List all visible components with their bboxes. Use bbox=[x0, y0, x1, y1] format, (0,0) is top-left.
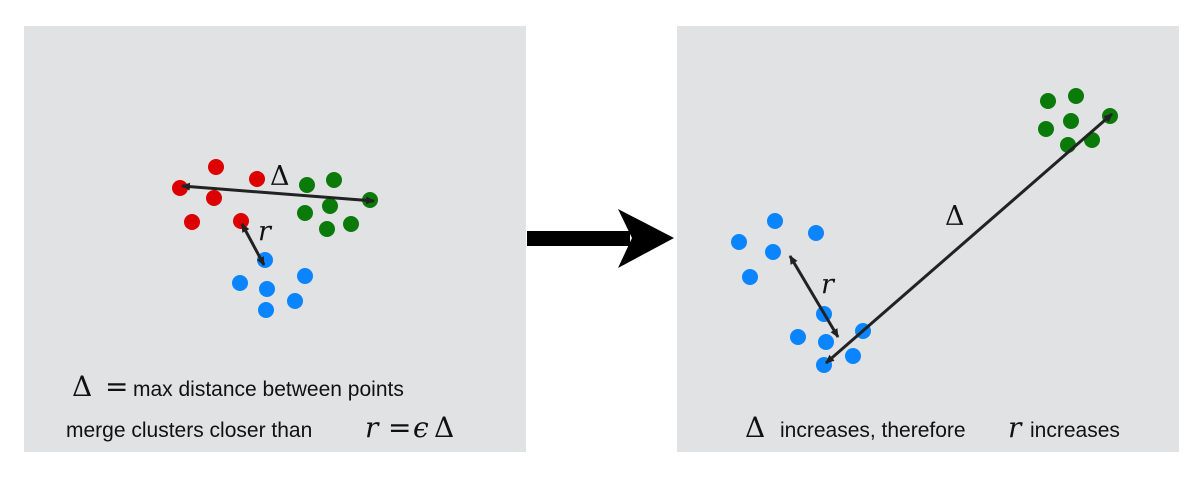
red-point bbox=[184, 214, 200, 230]
green-point bbox=[322, 198, 338, 214]
caption-line: Δ increases, therefore r increases bbox=[745, 411, 1120, 444]
caption-text-1: max distance between points bbox=[133, 378, 404, 401]
blue-point bbox=[287, 293, 303, 309]
blue-point bbox=[259, 281, 275, 297]
left-panel: Δ r Δ = max distance between points merg… bbox=[24, 26, 526, 452]
blue-point bbox=[818, 334, 834, 350]
blue-point bbox=[765, 244, 781, 260]
right-panel: Δ r Δ increases, therefore r increases bbox=[677, 26, 1179, 452]
delta-label: Δ bbox=[945, 201, 965, 232]
blue-point bbox=[742, 269, 758, 285]
caption-text-2: increases bbox=[1030, 419, 1120, 442]
caption-delta: Δ bbox=[72, 370, 92, 403]
delta-arrow bbox=[825, 112, 1113, 365]
caption-text-2: merge clusters closer than bbox=[66, 419, 312, 442]
caption-equals: = bbox=[105, 370, 128, 403]
caption-r: r bbox=[365, 411, 380, 444]
right-arrow-icon bbox=[527, 209, 674, 268]
right-panel-background bbox=[677, 26, 1179, 452]
blue-point bbox=[232, 275, 248, 291]
caption-delta-2: Δ bbox=[434, 411, 454, 444]
green-point bbox=[326, 172, 342, 188]
caption-epsilon: ϵ bbox=[413, 411, 429, 444]
r-arrow bbox=[788, 255, 840, 338]
red-point bbox=[172, 180, 188, 196]
green-point bbox=[1068, 88, 1084, 104]
green-point bbox=[297, 205, 313, 221]
red-point bbox=[206, 190, 222, 206]
green-point bbox=[1040, 93, 1056, 109]
caption-text-1: increases, therefore bbox=[780, 419, 966, 442]
r-label: r bbox=[258, 216, 273, 247]
caption-line-1: Δ = max distance between points bbox=[72, 370, 404, 403]
green-point bbox=[319, 221, 335, 237]
r-arrow bbox=[240, 223, 266, 266]
red-point bbox=[233, 213, 249, 229]
green-point bbox=[1063, 113, 1079, 129]
blue-point bbox=[297, 268, 313, 284]
blue-point bbox=[767, 213, 783, 229]
blue-point bbox=[808, 225, 824, 241]
left-panel-background bbox=[24, 26, 526, 452]
blue-cluster bbox=[232, 252, 313, 318]
delta-arrow bbox=[181, 182, 375, 205]
green-point bbox=[299, 177, 315, 193]
blue-point bbox=[258, 302, 274, 318]
r-label: r bbox=[821, 269, 836, 300]
green-point bbox=[343, 216, 359, 232]
caption-r: r bbox=[1008, 411, 1023, 444]
blue-point bbox=[845, 348, 861, 364]
caption-line-2: merge clusters closer than r = ϵ Δ bbox=[66, 411, 454, 444]
caption-equals-2: = bbox=[388, 411, 411, 444]
blue-point bbox=[790, 329, 806, 345]
green-point bbox=[1038, 121, 1054, 137]
red-point bbox=[249, 171, 265, 187]
delta-label: Δ bbox=[270, 161, 290, 192]
red-point bbox=[208, 159, 224, 175]
caption-delta: Δ bbox=[745, 411, 765, 444]
blue-point bbox=[731, 234, 747, 250]
